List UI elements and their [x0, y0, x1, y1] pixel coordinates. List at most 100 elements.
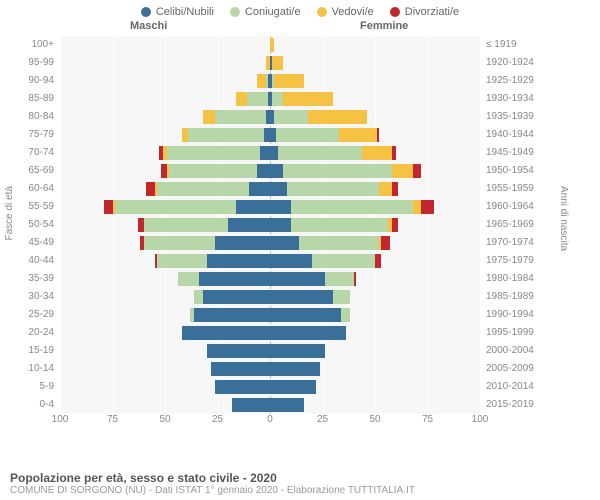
legend-label: Celibi/Nubili: [156, 6, 214, 18]
x-tick: 100: [472, 414, 489, 425]
bar-segment: [392, 218, 398, 232]
bar-segment: [215, 110, 265, 124]
bar-segment: [341, 308, 349, 322]
bar-segment: [144, 218, 228, 232]
bar-segment: [299, 236, 379, 250]
bar-female: [270, 92, 333, 106]
age-label: 90-94: [0, 72, 60, 90]
legend-item: Coniugati/e: [230, 6, 301, 18]
bar-female: [270, 200, 434, 214]
bar-male: [178, 272, 270, 286]
bar-segment: [274, 74, 303, 88]
bar-segment: [392, 182, 398, 196]
age-label: 45-49: [0, 234, 60, 252]
birth-label: 1985-1989: [480, 288, 600, 306]
legend-dot: [390, 7, 400, 17]
pyramid-row: [60, 216, 480, 234]
pyramid-row: [60, 108, 480, 126]
birth-label: 1950-1954: [480, 162, 600, 180]
bar-segment: [272, 92, 283, 106]
bar-segment: [272, 56, 283, 70]
bar-segment: [270, 290, 333, 304]
legend-item: Divorziati/e: [390, 6, 459, 18]
birth-label: 1995-1999: [480, 324, 600, 342]
bar-segment: [270, 398, 304, 412]
bar-female: [270, 164, 421, 178]
x-axis: 1007550250255075100: [60, 414, 480, 432]
bar-male: [211, 362, 270, 376]
bar-segment: [276, 128, 339, 142]
legend-label: Coniugati/e: [245, 6, 301, 18]
bar-segment: [232, 398, 270, 412]
bar-segment: [228, 218, 270, 232]
bar-segment: [392, 164, 413, 178]
bar-segment: [157, 254, 207, 268]
bar-male: [104, 200, 270, 214]
x-tick: 50: [159, 414, 170, 425]
bar-segment: [291, 218, 388, 232]
bar-segment: [270, 308, 341, 322]
legend-label: Divorziati/e: [405, 6, 459, 18]
age-label: 65-69: [0, 162, 60, 180]
bar-male: [146, 182, 270, 196]
bar-segment: [381, 236, 389, 250]
age-label: 0-4: [0, 396, 60, 414]
bar-segment: [215, 236, 270, 250]
bar-male: [159, 146, 270, 160]
bar-segment: [260, 146, 271, 160]
pyramid-row: [60, 234, 480, 252]
age-label: 10-14: [0, 360, 60, 378]
legend-dot: [317, 7, 327, 17]
bar-segment: [207, 344, 270, 358]
bar-segment: [333, 290, 350, 304]
pyramid-row: [60, 342, 480, 360]
bar-segment: [270, 326, 346, 340]
age-label: 40-44: [0, 252, 60, 270]
bar-segment: [362, 146, 391, 160]
bar-segment: [194, 308, 270, 322]
bar-segment: [236, 92, 247, 106]
legend-dot: [141, 7, 151, 17]
age-label: 95-99: [0, 54, 60, 72]
bar-segment: [178, 272, 199, 286]
gender-labels: Maschi Femmine: [0, 20, 600, 36]
bar-segment: [413, 200, 421, 214]
x-tick: 50: [369, 414, 380, 425]
bar-segment: [283, 164, 392, 178]
bar-female: [270, 74, 304, 88]
birth-label: 2000-2004: [480, 342, 600, 360]
bar-segment: [291, 200, 413, 214]
x-tick: 25: [212, 414, 223, 425]
bar-segment: [144, 236, 215, 250]
bar-segment: [375, 254, 381, 268]
bar-segment: [270, 362, 320, 376]
bar-segment: [257, 74, 265, 88]
bar-segment: [392, 146, 396, 160]
bar-female: [270, 290, 350, 304]
bar-male: [236, 92, 270, 106]
x-tick: 25: [317, 414, 328, 425]
bar-segment: [283, 92, 333, 106]
birth-label: 1970-1974: [480, 234, 600, 252]
pyramid-row: [60, 126, 480, 144]
bar-segment: [270, 380, 316, 394]
bar-segment: [249, 182, 270, 196]
bar-segment: [312, 254, 375, 268]
birth-label: 1940-1944: [480, 126, 600, 144]
bar-segment: [270, 182, 287, 196]
bar-male: [232, 398, 270, 412]
bar-segment: [379, 182, 392, 196]
bar-female: [270, 128, 379, 142]
bar-female: [270, 326, 346, 340]
pyramid-row: [60, 306, 480, 324]
age-label: 75-79: [0, 126, 60, 144]
bar-male: [203, 110, 270, 124]
bar-segment: [104, 200, 112, 214]
x-tick: 0: [267, 414, 273, 425]
age-label: 80-84: [0, 108, 60, 126]
pyramid-row: [60, 360, 480, 378]
bar-female: [270, 38, 274, 52]
birth-label: 1975-1979: [480, 252, 600, 270]
age-label: 50-54: [0, 216, 60, 234]
bar-segment: [325, 272, 354, 286]
